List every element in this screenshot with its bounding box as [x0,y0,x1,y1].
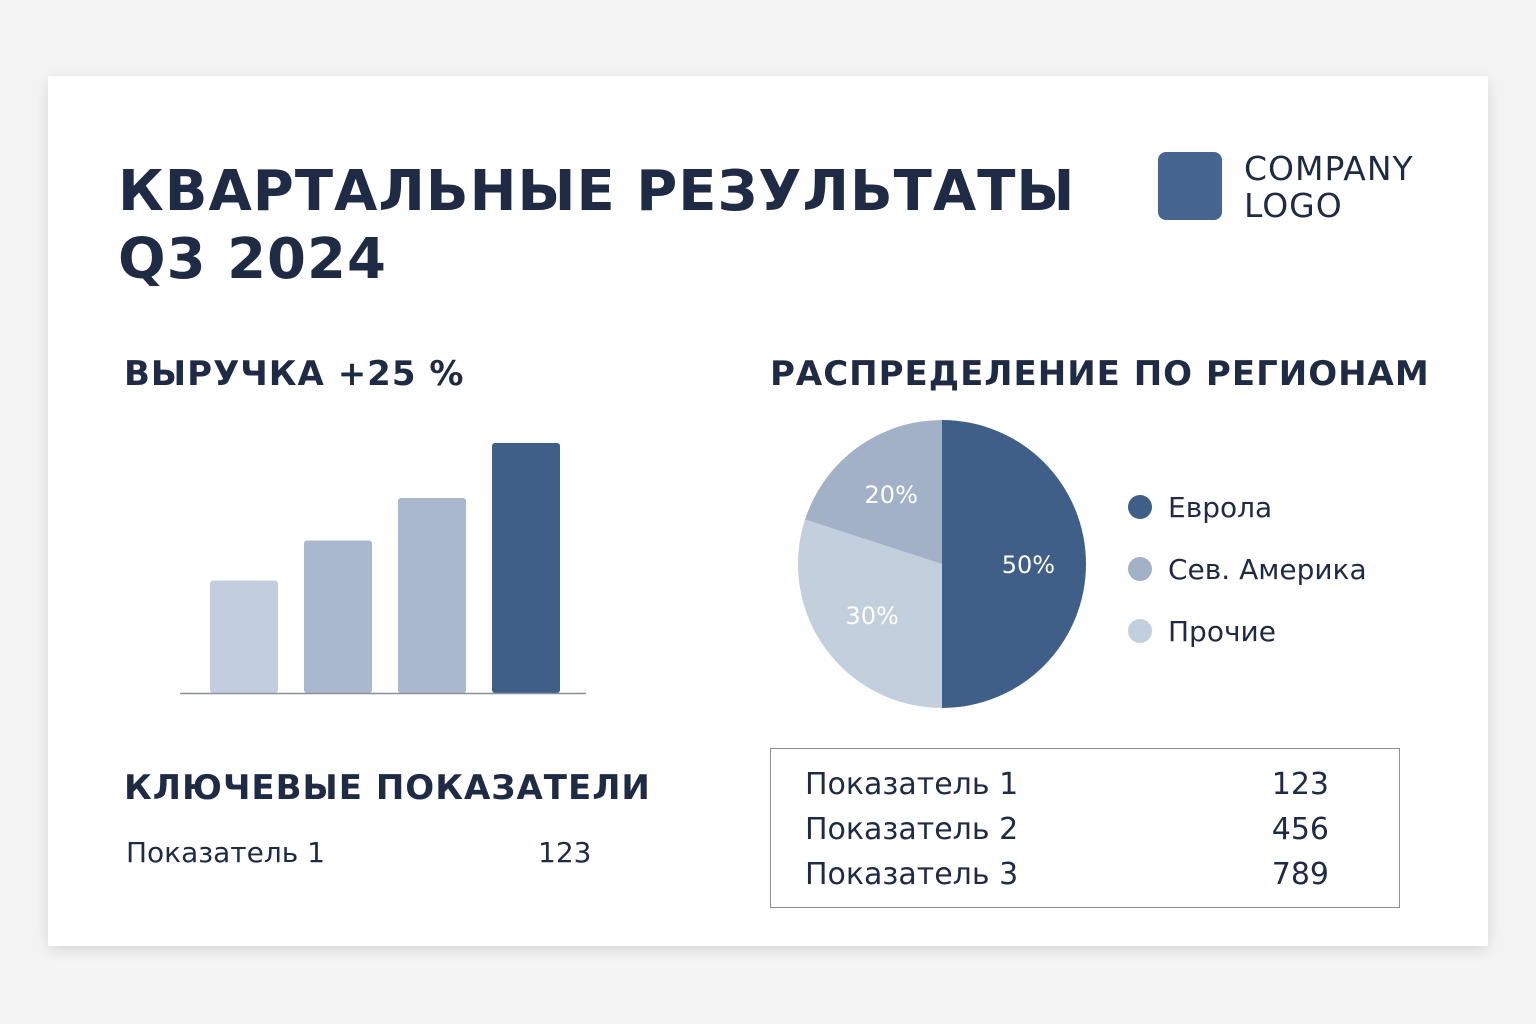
legend-swatch [1128,619,1152,643]
regions-title: РАСПРЕДЕЛЕНИЕ ПО РЕГИОНАМ [770,354,1430,394]
key-metrics-title: КЛЮЧЕВЫЕ ПОКАЗАТЕЛИ [124,768,651,808]
pie-slice-label: 20% [865,481,918,509]
legend-label: Прочие [1168,614,1276,648]
revenue-title: ВЫРУЧКА +25 % [124,354,465,394]
logo-line-1: COMPANY [1244,149,1414,188]
logo-icon [1158,152,1222,220]
legend-item: Прочие [1128,600,1367,662]
page-title: КВАРТАЛЬНЫЕ РЕЗУЛЬТАТЫ Q3 2024 [118,158,1075,294]
pie-legend: Еврола Сев. Америка Прочие [1128,476,1367,662]
pie-slice [797,519,942,708]
metrics-row: Показатель 2 456 [805,808,1365,852]
legend-swatch [1128,557,1152,581]
legend-item: Еврола [1128,476,1367,538]
pie-slice-label: 30% [845,602,898,630]
revenue-bar [492,443,560,693]
metrics-table: Показатель 1 123 Показатель 2 456 Показа… [770,748,1400,908]
metric-value: 456 [1271,812,1329,847]
logo-line-2: LOGO [1244,186,1343,225]
pie-slice [942,420,1086,708]
legend-label: Сев. Америка [1168,552,1367,586]
revenue-bar [304,540,372,693]
title-line-1: КВАРТАЛЬНЫЕ РЕЗУЛЬТАТЫ [118,159,1076,224]
regions-pie-chart: 50% 30% 20% [797,420,1086,708]
legend-swatch [1128,495,1152,519]
metric-label: Показатель 3 [805,857,1019,892]
metrics-row: Показатель 3 789 [805,853,1365,897]
metric-value: 123 [1271,767,1329,802]
metrics-row: Показатель 1 123 [805,763,1365,807]
title-line-2: Q3 2024 [118,227,387,292]
legend-label: Еврола [1168,490,1273,524]
pie-slice [805,420,942,564]
company-logo-text: COMPANY LOGO [1244,150,1464,224]
metric-label: Показатель 1 [805,767,1019,802]
revenue-bar [210,580,278,693]
legend-item: Сев. Америка [1128,538,1367,600]
metric-label: Показатель 2 [805,812,1019,847]
revenue-bar [398,498,466,693]
key-metric-label: Показатель 1 [126,836,325,869]
metric-value: 789 [1271,857,1329,892]
revenue-bar-chart [180,443,586,695]
pie-slice-label: 50% [1002,551,1055,579]
slide: КВАРТАЛЬНЫЕ РЕЗУЛЬТАТЫ Q3 2024 COMPANY L… [48,76,1488,946]
key-metric-value: 123 [538,836,592,869]
